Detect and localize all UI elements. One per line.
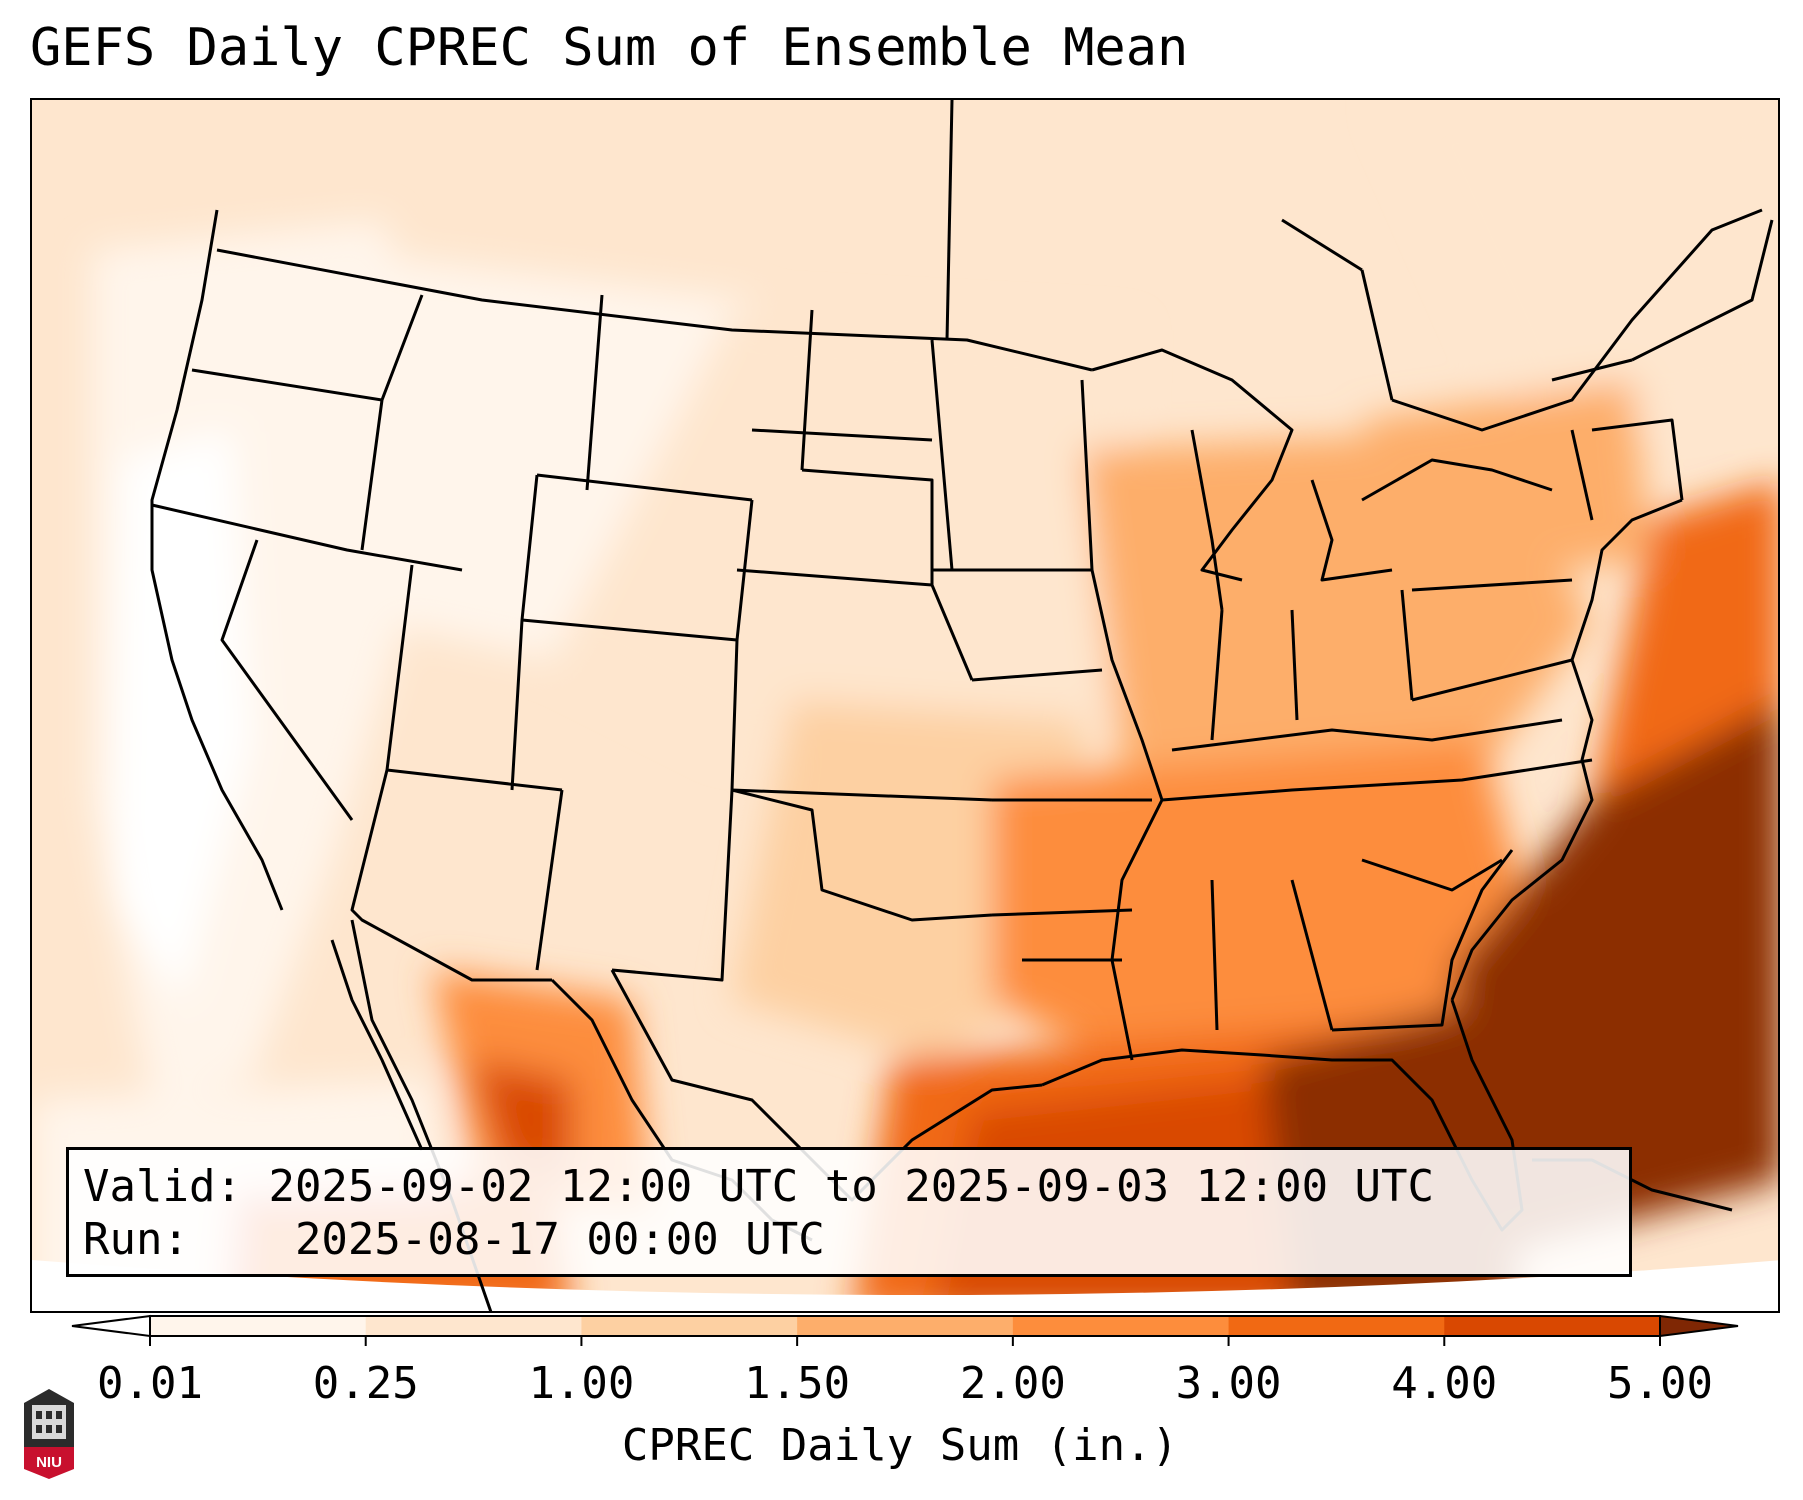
colorbar-segment-1 xyxy=(365,1316,582,1336)
colorbar-under-arrow xyxy=(71,1314,151,1338)
colorbar-tick-label: 3.00 xyxy=(1175,1358,1282,1409)
logo-text: NIU xyxy=(36,1454,62,1471)
colorbar-tick-label: 0.25 xyxy=(312,1358,419,1409)
colorbar-tick-label: 4.00 xyxy=(1391,1358,1498,1409)
colorbar-segment-3 xyxy=(797,1316,1014,1336)
colorbar-segment-5 xyxy=(1228,1316,1445,1336)
colorbar-tick-label: 2.00 xyxy=(959,1358,1066,1409)
colorbar-segment-4 xyxy=(1012,1316,1230,1336)
valid-label: Valid: xyxy=(83,1161,242,1212)
colorbar-segment-6 xyxy=(1444,1316,1661,1336)
colorbar-segment-0 xyxy=(150,1316,367,1336)
niu-logo: NIU xyxy=(24,1389,74,1479)
colorbar-label: CPREC Daily Sum (in.) xyxy=(621,1420,1179,1471)
colorbar-frame xyxy=(149,1315,1661,1337)
projection-edge xyxy=(32,1260,1778,1311)
validity-info-box: Valid: 2025-09-02 12:00 UTC to 2025-09-0… xyxy=(66,1147,1632,1277)
valid-time-range: 2025-09-02 12:00 UTC to 2025-09-03 12:00… xyxy=(268,1161,1435,1212)
colorbar-tick-label: 5.00 xyxy=(1607,1358,1713,1409)
colorbar xyxy=(71,1314,1739,1346)
state-boundaries xyxy=(150,100,1774,1311)
colorbar-over-arrow xyxy=(1659,1314,1739,1338)
precipitation-map xyxy=(30,98,1780,1313)
colorbar-segment-2 xyxy=(581,1316,798,1336)
run-time: 2025-08-17 00:00 UTC xyxy=(294,1214,825,1265)
precip-field xyxy=(32,100,1778,1311)
chart-title: GEFS Daily CPREC Sum of Ensemble Mean xyxy=(30,18,1189,78)
colorbar-tick-label: 1.00 xyxy=(528,1358,635,1409)
colorbar-tick-label: 0.01 xyxy=(97,1358,203,1409)
run-label: Run: xyxy=(83,1214,189,1265)
map-canvas xyxy=(32,100,1778,1311)
colorbar-tick-label: 1.50 xyxy=(744,1358,851,1409)
